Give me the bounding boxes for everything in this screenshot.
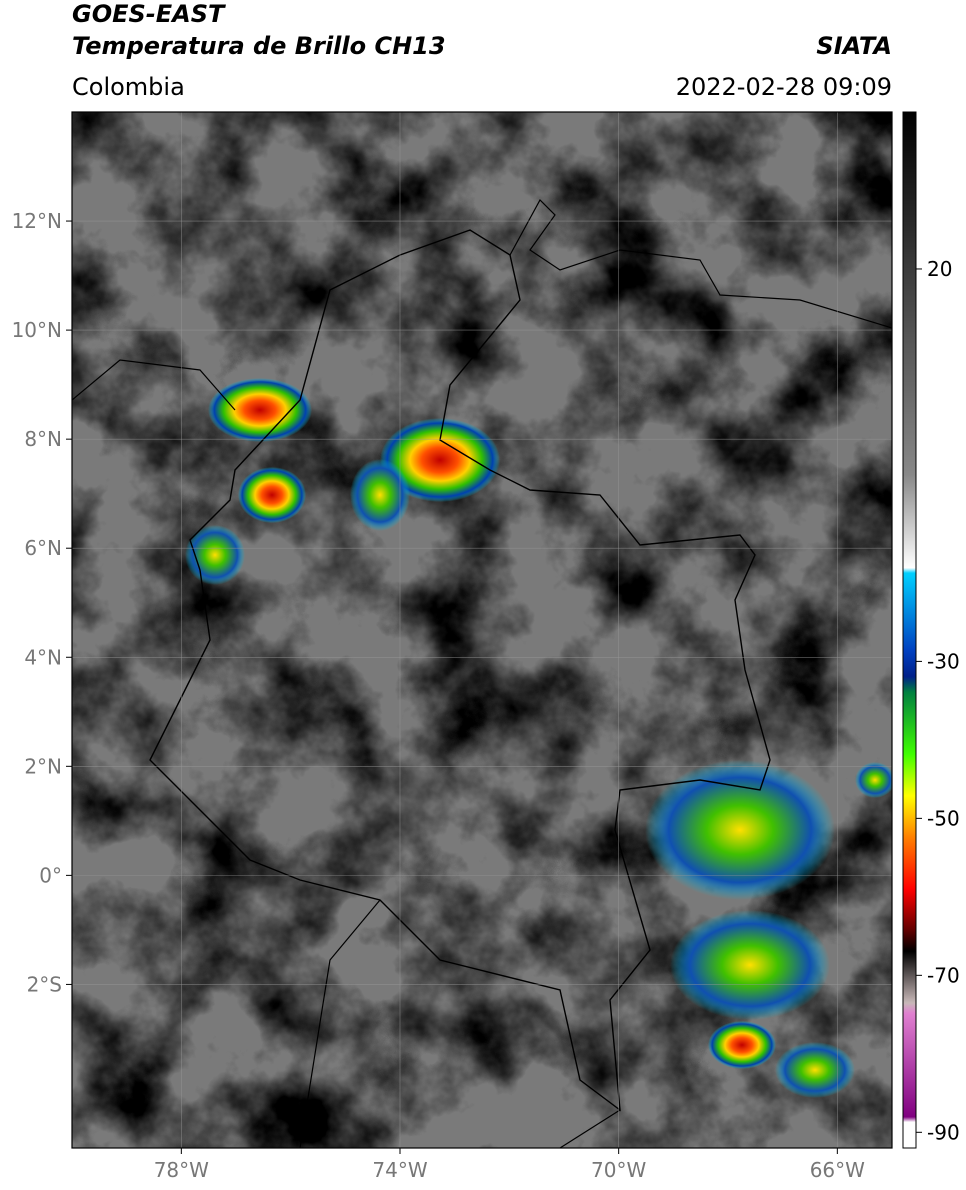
storm <box>208 378 312 442</box>
x-tick-label: 66°W <box>810 1158 865 1182</box>
x-tick-label: 74°W <box>372 1158 427 1182</box>
y-tick-label: 12°N <box>12 209 62 233</box>
y-tick-label: 10°N <box>12 318 62 342</box>
title-line1: GOES-EAST <box>72 0 226 28</box>
colorbar-tick-label: -50 <box>927 806 960 830</box>
source: SIATA <box>816 32 892 60</box>
colorbar <box>902 111 917 1149</box>
graticule <box>72 112 892 1148</box>
colorbar-tick-label: 20 <box>927 257 952 281</box>
y-tick-label: 0° <box>39 863 62 887</box>
coastline <box>509 199 892 329</box>
storm <box>350 459 410 531</box>
y-tick-label: 4°N <box>24 645 62 669</box>
country-border <box>149 229 771 1112</box>
imagery <box>72 112 892 1148</box>
region: Colombia <box>72 73 185 101</box>
colorbar-tick-label: -90 <box>927 1120 960 1144</box>
y-tick-label: 2°N <box>24 754 62 778</box>
storm <box>185 525 245 585</box>
storm <box>645 760 835 900</box>
storm <box>775 1042 855 1098</box>
colorbar-tick-label: -70 <box>927 963 960 987</box>
datetime: 2022-02-28 09:09 <box>676 73 892 101</box>
map-frame <box>71 111 893 1149</box>
storm <box>855 762 892 798</box>
y-tick-label: 2°S <box>27 972 62 996</box>
x-tick-label: 78°W <box>154 1158 209 1182</box>
colorbar-tick-label: -30 <box>927 649 960 673</box>
storm <box>708 1021 776 1069</box>
storm <box>238 467 306 523</box>
coastline <box>72 359 621 1148</box>
x-tick-label: 70°W <box>591 1158 646 1182</box>
title-line2: Temperatura de Brillo CH13 <box>72 32 446 60</box>
y-tick-label: 8°N <box>24 427 62 451</box>
storm <box>670 910 830 1020</box>
y-tick-label: 6°N <box>24 536 62 560</box>
